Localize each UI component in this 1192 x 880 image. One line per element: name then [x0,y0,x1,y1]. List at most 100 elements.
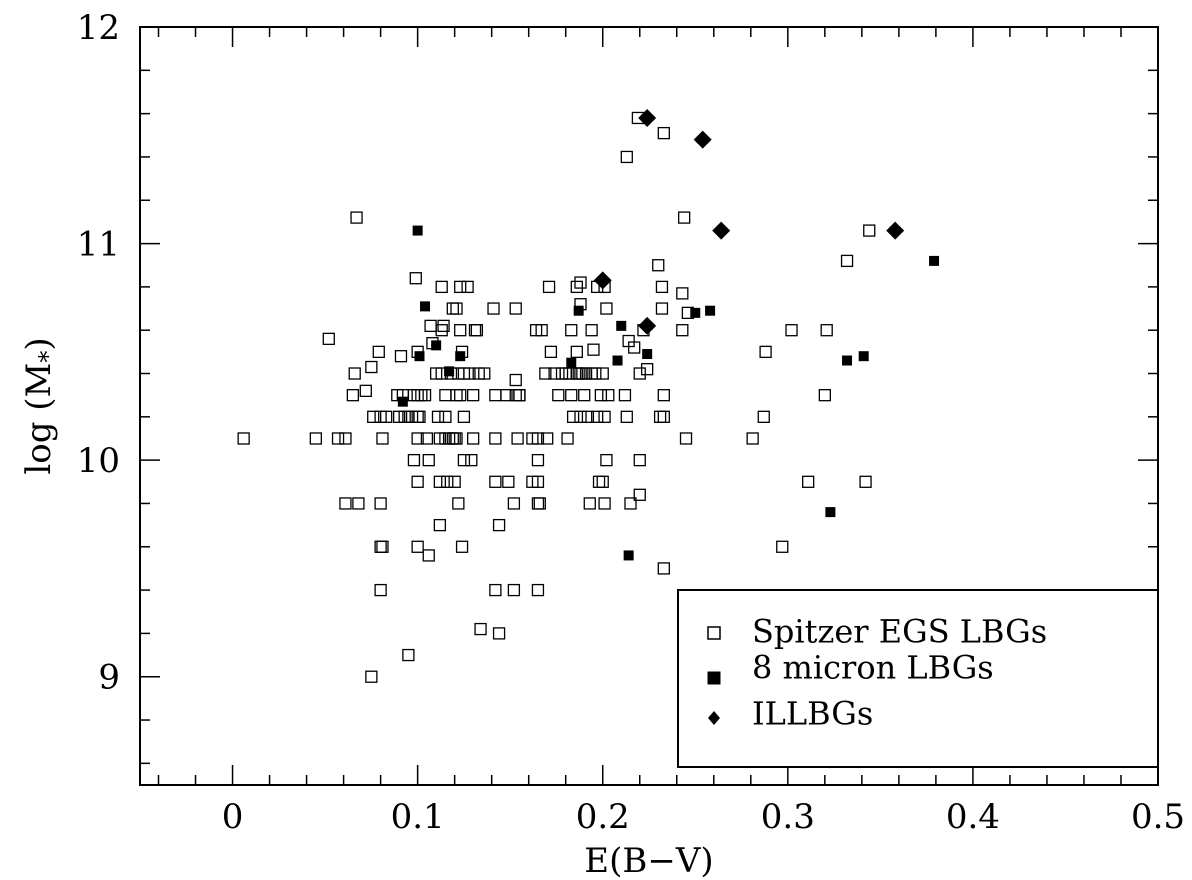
point-spitzer-egs [591,410,604,423]
legend: Spitzer EGS LBGs 8 micron LBGs ILLBGs [677,589,1159,768]
point-spitzer-egs [411,475,424,488]
point-8-micron [573,305,584,316]
point-8-micron [612,355,623,366]
point-spitzer-egs [500,389,513,402]
point-8-micron [690,307,701,318]
point-spitzer-egs [566,410,580,423]
point-spitzer-egs [581,410,595,423]
point-spitzer-egs [352,497,365,510]
point-spitzer-egs [350,211,363,224]
point-spitzer-egs [376,432,389,445]
point-spitzer-egs [589,367,602,380]
point-spitzer-egs [489,583,502,597]
point-spitzer-egs [574,276,587,289]
point-spitzer-egs [640,363,654,376]
x-tick-label: 0.3 [761,797,815,837]
point-spitzer-egs [559,367,572,380]
point-spitzer-egs [415,389,428,402]
point-spitzer-egs [478,367,491,380]
point-spitzer-egs [587,343,600,356]
y-axis-label: log (M*) [19,337,62,474]
point-spitzer-egs [511,432,524,445]
point-spitzer-egs [402,648,415,662]
point-spitzer-egs [454,324,467,337]
point-spitzer-egs [533,497,546,510]
point-spitzer-egs [359,384,372,397]
point-spitzer-egs [785,324,798,337]
point-spitzer-egs [492,627,506,640]
point-spitzer-egs [489,389,502,402]
point-spitzer-egs [309,432,322,445]
point-spitzer-egs [592,475,606,488]
point-8-micron [397,396,408,407]
point-spitzer-egs [454,389,467,402]
point-spitzer-egs [676,324,689,337]
point-spitzer-egs [507,497,521,510]
point-spitzer-egs [394,350,408,363]
point-spitzer-egs [657,410,670,423]
point-spitzer-egs [678,211,691,224]
point-8-micron [929,255,940,266]
point-spitzer-egs [574,410,587,423]
plot-frame [139,26,1159,786]
point-spitzer-egs [365,360,378,374]
point-spitzer-egs [509,302,522,315]
point-spitzer-egs [489,432,502,445]
point-spitzer-egs [433,475,446,488]
point-spitzer-egs [418,389,432,402]
point-spitzer-egs [585,324,598,337]
point-spitzer-egs [439,410,452,423]
point-spitzer-egs [452,497,465,510]
point-spitzer-egs [411,540,424,553]
point-spitzer-egs [441,475,454,488]
point-spitzer-egs [596,367,609,380]
point-spitzer-egs [657,389,670,402]
point-spitzer-egs [594,389,608,402]
point-spitzer-egs [467,389,480,402]
point-spitzer-egs [544,345,558,359]
point-8-micron [455,351,466,362]
point-8-micron [414,351,425,362]
y-axis-label-main: log (M [19,363,59,475]
point-spitzer-egs [657,562,670,575]
point-spitzer-egs [633,453,646,467]
y-tick-label: 9 [98,658,120,698]
point-spitzer-egs [531,432,545,445]
point-spitzer-egs [598,410,611,423]
point-spitzer-egs [653,410,667,423]
point-spitzer-egs [600,302,613,315]
point-spitzer-egs [655,302,669,315]
point-spitzer-egs [446,302,459,315]
point-spitzer-egs [552,389,565,402]
point-8-micron [705,305,716,316]
point-spitzer-egs [542,280,556,294]
point-8-micron [431,340,442,351]
point-spitzer-egs [565,389,578,402]
point-spitzer-egs [433,518,446,532]
point-spitzer-egs [859,475,872,488]
point-spitzer-egs [863,224,876,237]
point-spitzer-egs [628,341,641,354]
legend-label-8micron: 8 micron LBGs [752,649,994,687]
point-spitzer-egs [431,410,445,423]
point-8-micron [420,301,431,312]
point-spitzer-egs [439,389,452,402]
point-8-micron [642,349,653,360]
point-8-micron [616,320,627,331]
point-spitzer-egs [457,410,471,423]
point-spitzer-egs [531,475,545,488]
point-spitzer-egs [474,622,487,636]
x-tick-label: 0.5 [1131,797,1185,837]
y-tick-label: 10 [77,441,120,481]
point-spitzer-egs [322,332,335,346]
point-spitzer-egs [407,389,421,402]
point-spitzer-egs [555,367,569,380]
point-spitzer-egs [652,259,665,272]
point-spitzer-egs [435,324,448,337]
point-8-micron [444,366,455,377]
point-spitzer-egs [374,497,387,510]
x-tick-label: 0.2 [576,797,630,837]
point-spitzer-egs [457,453,471,467]
axis-tick-labels: 0 0.1 0.2 0.3 0.4 0.5 9 10 11 12 [77,8,1185,837]
point-spitzer-egs [618,389,632,402]
